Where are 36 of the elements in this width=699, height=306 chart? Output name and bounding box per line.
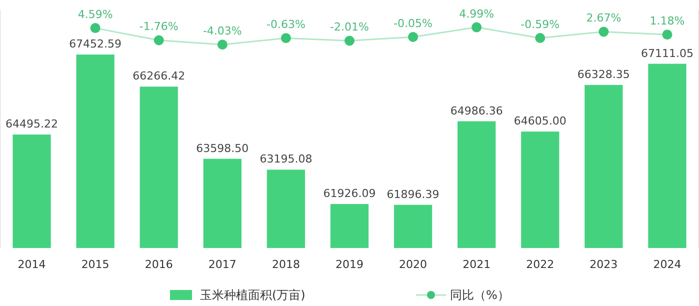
data-label: 61926.09	[323, 187, 376, 200]
legend: 玉米种植面积(万亩)	[170, 288, 306, 302]
data-label: 66266.42	[132, 70, 186, 83]
data-label: 4.59%	[78, 8, 113, 22]
data-label: 2.67%	[586, 12, 622, 25]
x-tick-label: 2015	[81, 258, 110, 271]
data-label: 66328.35	[577, 68, 630, 81]
data-label: -2.01%	[330, 20, 369, 34]
x-tick-label: 2017	[208, 258, 236, 271]
x-tick-label: 2016	[144, 258, 173, 271]
data-label: 61896.39	[386, 188, 440, 201]
x-tick-label: 2024	[653, 258, 682, 271]
data-label: 1.18%	[650, 14, 685, 28]
data-label: 63598.50	[196, 142, 249, 155]
x-tick-label: 2020	[399, 258, 428, 271]
data-label: -0.05%	[394, 16, 433, 30]
data-label: 67111.05	[640, 46, 694, 60]
legend-label: 玉米种植面积(万亩)	[200, 288, 306, 302]
data-label: 63195.08	[260, 152, 312, 166]
data-label: -4.03%	[202, 24, 242, 38]
legend-label: 同比（%）	[450, 288, 510, 302]
data-label: 64605.00	[514, 114, 566, 128]
x-tick-label: 2019	[336, 258, 364, 271]
x-tick-label: 2022	[526, 258, 554, 271]
data-label: 64495.22	[6, 118, 58, 131]
data-label: -1.76%	[139, 20, 178, 34]
x-tick-label: 2014	[18, 258, 46, 271]
legend: 同比（%）	[416, 288, 510, 302]
data-label: -0.63%	[266, 18, 306, 32]
data-label: 4.99%	[459, 7, 494, 20]
x-tick-label: 2023	[590, 258, 618, 271]
data-label: 67452.59	[69, 38, 122, 51]
x-tick-label: 2021	[462, 258, 491, 271]
data-label: 64986.36	[450, 104, 503, 118]
x-tick-label: 2018	[272, 258, 300, 271]
data-label: -0.59%	[520, 18, 560, 32]
